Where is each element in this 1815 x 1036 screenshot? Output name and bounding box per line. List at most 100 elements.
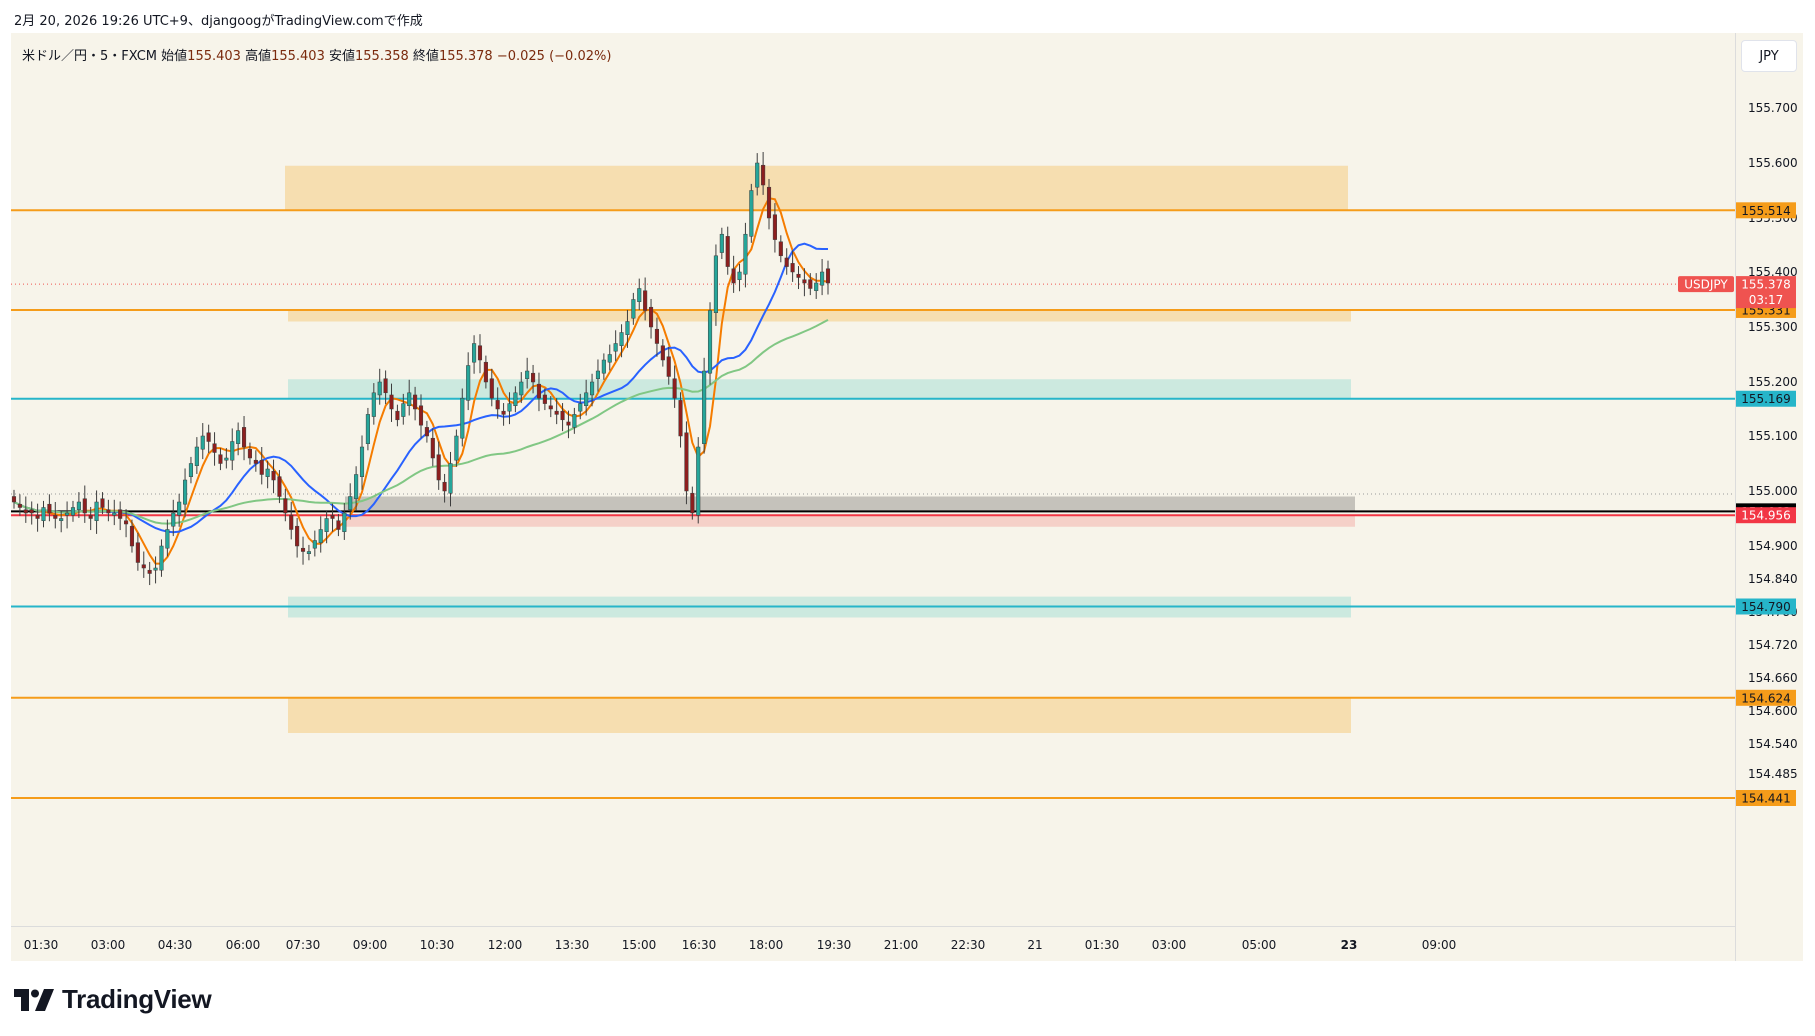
candle[interactable]: [584, 379, 589, 416]
candle[interactable]: [41, 500, 46, 528]
tradingview-brand[interactable]: TradingView: [14, 984, 212, 1015]
candle[interactable]: [684, 421, 689, 505]
candle[interactable]: [354, 466, 359, 511]
candle[interactable]: [595, 359, 601, 392]
candle[interactable]: [253, 450, 258, 472]
candle[interactable]: [236, 422, 241, 456]
currency-button[interactable]: JPY: [1741, 40, 1797, 72]
candle[interactable]: [601, 353, 606, 380]
candle[interactable]: [200, 423, 205, 460]
candle[interactable]: [702, 357, 707, 454]
candle[interactable]: [719, 227, 724, 260]
candle[interactable]: [578, 393, 583, 420]
candle[interactable]: [35, 503, 40, 532]
candle[interactable]: [784, 248, 789, 275]
candle[interactable]: [141, 551, 146, 578]
candle[interactable]: [501, 403, 506, 426]
candle[interactable]: [247, 442, 252, 465]
price-tag[interactable]: 155.514: [1736, 202, 1796, 219]
candle[interactable]: [495, 387, 500, 419]
candle[interactable]: [165, 519, 170, 557]
price-tag[interactable]: 154.441: [1736, 790, 1796, 806]
candle[interactable]: [147, 561, 152, 586]
candle[interactable]: [194, 437, 199, 474]
candle[interactable]: [300, 536, 306, 565]
candle[interactable]: [737, 263, 742, 292]
candle[interactable]: [171, 499, 176, 537]
candle[interactable]: [241, 416, 247, 461]
price-tag[interactable]: 154.624: [1736, 689, 1796, 706]
candle[interactable]: [212, 432, 217, 466]
candle[interactable]: [153, 556, 158, 584]
candle[interactable]: [489, 368, 494, 407]
candle[interactable]: [554, 398, 559, 425]
candle[interactable]: [306, 544, 311, 561]
candle[interactable]: [766, 178, 772, 230]
candle[interactable]: [566, 410, 571, 439]
candle[interactable]: [643, 277, 648, 321]
candle[interactable]: [454, 429, 459, 467]
candle[interactable]: [342, 503, 347, 540]
candle[interactable]: [259, 447, 264, 485]
candle[interactable]: [761, 152, 766, 195]
candle[interactable]: [47, 494, 52, 522]
candle[interactable]: [790, 250, 795, 282]
candle[interactable]: [135, 532, 140, 571]
legend-symbol[interactable]: 米ドル／円・5・FXCM: [22, 49, 158, 64]
candle[interactable]: [696, 437, 701, 524]
candle[interactable]: [277, 470, 282, 504]
candle[interactable]: [124, 509, 129, 538]
candle[interactable]: [690, 486, 695, 520]
candle[interactable]: [442, 473, 447, 503]
price-tag[interactable]: 155.169: [1736, 390, 1796, 407]
candle[interactable]: [188, 456, 194, 484]
candle[interactable]: [100, 492, 105, 515]
candle[interactable]: [731, 255, 736, 293]
candle[interactable]: [631, 292, 636, 325]
candle[interactable]: [814, 273, 819, 299]
candle[interactable]: [607, 344, 612, 371]
candle[interactable]: [796, 266, 801, 290]
candle[interactable]: [106, 499, 111, 522]
candle[interactable]: [65, 501, 70, 529]
candle[interactable]: [318, 516, 323, 553]
candle[interactable]: [772, 203, 777, 253]
candle[interactable]: [295, 517, 300, 558]
candle[interactable]: [477, 334, 483, 374]
candle[interactable]: [778, 235, 783, 263]
candle[interactable]: [11, 489, 17, 509]
candle[interactable]: [825, 260, 831, 295]
candle[interactable]: [336, 514, 341, 537]
candle[interactable]: [82, 485, 87, 523]
candle[interactable]: [436, 441, 441, 490]
price-tag[interactable]: 154.790: [1736, 598, 1796, 615]
candle[interactable]: [59, 510, 64, 533]
candle[interactable]: [619, 324, 624, 358]
candle[interactable]: [755, 153, 760, 196]
candle[interactable]: [224, 448, 229, 469]
candle[interactable]: [513, 386, 518, 413]
candle[interactable]: [365, 407, 370, 451]
candle[interactable]: [660, 339, 665, 367]
candle[interactable]: [395, 404, 400, 427]
candle[interactable]: [17, 494, 22, 516]
candle[interactable]: [389, 383, 394, 422]
candle[interactable]: [418, 394, 424, 439]
candle[interactable]: [29, 501, 34, 525]
candle[interactable]: [94, 490, 99, 534]
candle[interactable]: [330, 503, 335, 532]
candle[interactable]: [230, 428, 235, 471]
candle[interactable]: [129, 519, 135, 553]
candle[interactable]: [159, 539, 164, 577]
candle[interactable]: [713, 244, 718, 326]
candle[interactable]: [177, 493, 182, 527]
candle[interactable]: [348, 483, 353, 520]
candle[interactable]: [460, 388, 465, 447]
candle[interactable]: [289, 502, 294, 540]
candle[interactable]: [590, 373, 595, 407]
candle[interactable]: [413, 386, 418, 421]
candle[interactable]: [542, 388, 547, 411]
candle[interactable]: [271, 459, 276, 494]
candle[interactable]: [613, 330, 618, 362]
